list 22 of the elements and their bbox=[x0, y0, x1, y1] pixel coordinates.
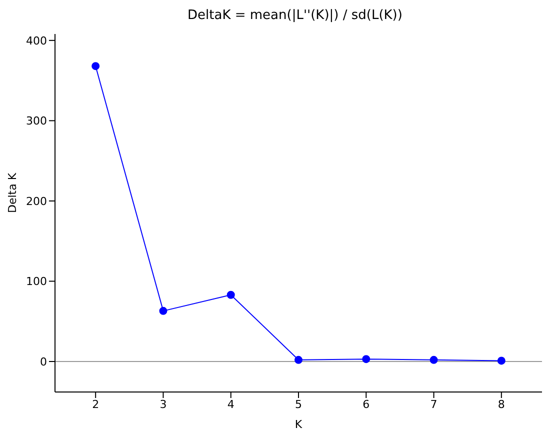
chart-title: DeltaK = mean(|L''(K)|) / sd(L(K)) bbox=[186, 8, 404, 25]
point bbox=[159, 306, 168, 315]
x-tick-label: 2 bbox=[92, 398, 100, 411]
x-tick-label: 4 bbox=[227, 398, 234, 411]
x-tick-label: 5 bbox=[295, 398, 302, 411]
y-axis-title: Delta K bbox=[6, 172, 19, 213]
y-tick-label: 400 bbox=[26, 34, 47, 48]
point bbox=[430, 356, 438, 364]
x-tick-label: 3 bbox=[160, 398, 167, 411]
x-tick-label: 6 bbox=[362, 398, 370, 411]
x-tick-label: 7 bbox=[430, 398, 438, 411]
y-tick-label: 0 bbox=[40, 355, 47, 368]
x-tick-label: 8 bbox=[498, 398, 505, 411]
point bbox=[294, 356, 302, 364]
y-tick-label: 300 bbox=[26, 114, 47, 128]
x-axis-title: K bbox=[294, 418, 303, 431]
point bbox=[362, 355, 370, 364]
point bbox=[226, 290, 235, 299]
point bbox=[497, 356, 506, 365]
y-tick-label: 100 bbox=[26, 275, 47, 288]
point bbox=[92, 62, 100, 70]
y-tick-label: 200 bbox=[26, 194, 47, 208]
